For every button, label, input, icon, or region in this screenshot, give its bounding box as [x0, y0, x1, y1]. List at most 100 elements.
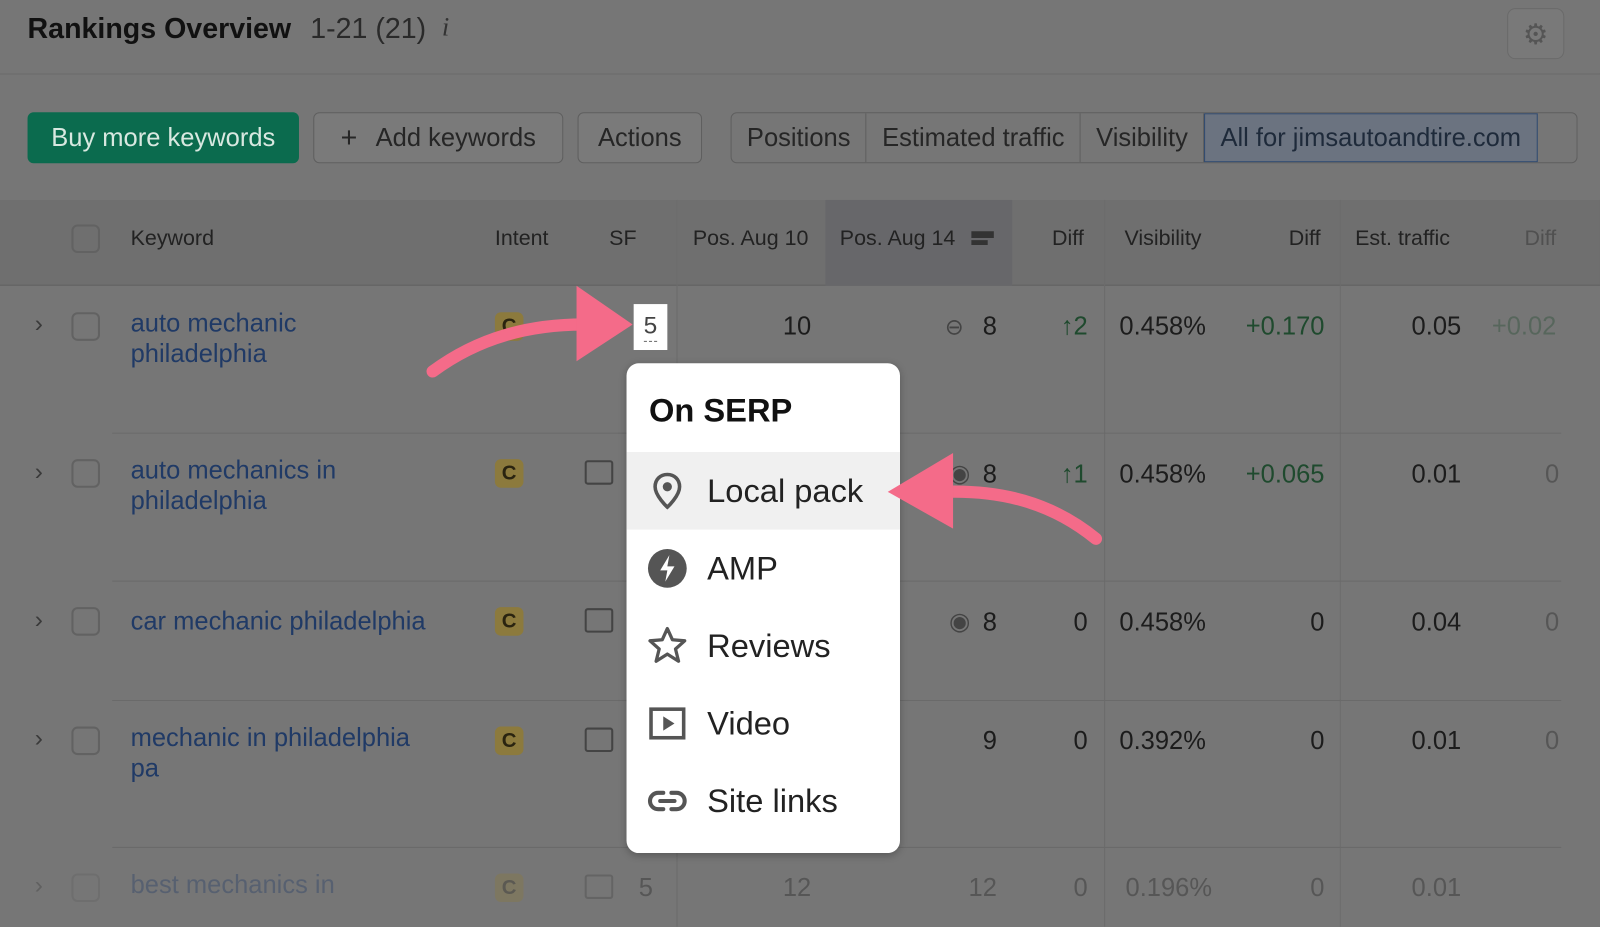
popup-item-label: Video [707, 704, 791, 742]
arrow-to-local-pack [936, 485, 1103, 545]
popup-item-site-links[interactable]: Site links [627, 762, 900, 840]
link-icon [648, 790, 687, 812]
info-icon[interactable]: i [441, 12, 450, 42]
arrow-to-local-pack-head [887, 453, 954, 529]
visibility-diff: 0 [1310, 608, 1325, 637]
divider [1339, 199, 1341, 927]
keyword-link[interactable]: auto mechanics in philadelphia [130, 456, 337, 516]
est-traffic: 0.04 [1411, 608, 1462, 637]
select-all-checkbox[interactable] [71, 224, 100, 254]
intent-badge: C [494, 873, 524, 903]
add-keywords-label: Add keywords [375, 122, 536, 152]
popup-item-label: Local pack [707, 471, 864, 509]
est-traffic: 0.01 [1411, 873, 1462, 903]
pos-diff: 0 [1073, 726, 1088, 756]
view-tabs: Positions Estimated traffic Visibility A… [730, 112, 1578, 164]
keyword-link[interactable]: mechanic in philadelphia pa [130, 723, 410, 783]
expand-chevron-icon[interactable]: › [34, 458, 43, 486]
visibility: 0.458% [1119, 460, 1206, 489]
tab-positions[interactable]: Positions [732, 113, 867, 163]
intent-badge: C [494, 459, 524, 488]
tab-all-for-domain[interactable]: All for jimsautoandtire.com [1204, 113, 1538, 163]
row-checkbox[interactable] [71, 607, 100, 636]
buy-more-keywords-button[interactable]: Buy more keywords [27, 112, 299, 164]
serp-preview-icon[interactable] [584, 608, 614, 633]
keyword-link[interactable]: car mechanic philadelphia [130, 607, 426, 636]
location-pin-icon [653, 472, 682, 510]
add-keywords-button[interactable]: + Add keywords [313, 112, 564, 164]
popup-title: On SERP [648, 391, 793, 429]
video-icon [649, 707, 686, 740]
plus-icon: + [340, 121, 358, 154]
expand-chevron-icon[interactable]: › [34, 310, 43, 338]
col-intent[interactable]: Intent [494, 226, 549, 250]
row-checkbox[interactable] [71, 312, 100, 341]
pos-aug10: 10 [782, 312, 812, 341]
page-title: Rankings Overview [27, 12, 292, 44]
pos-aug10: 12 [782, 873, 812, 903]
arrow-to-sf-icon [426, 318, 590, 378]
pos-diff: ↑2 [1060, 312, 1088, 341]
col-traffic-diff[interactable]: Diff [1524, 226, 1557, 250]
col-pos-aug14[interactable]: Pos. Aug 14 [839, 226, 956, 250]
popup-item-reviews[interactable]: Reviews [627, 607, 900, 685]
pos-diff: 0 [1073, 608, 1088, 637]
expand-chevron-icon[interactable]: › [34, 724, 43, 753]
serp-preview-icon[interactable] [584, 460, 614, 485]
sf-count[interactable]: 5 [633, 304, 668, 350]
location-pin-icon: ◉ [948, 460, 971, 488]
keyword-range: 1-21 (21) [310, 12, 427, 44]
row-checkbox[interactable] [71, 873, 100, 903]
col-keyword[interactable]: Keyword [130, 226, 214, 250]
tab-visibility[interactable]: Visibility [1081, 113, 1205, 163]
traffic-diff: 0 [1544, 460, 1560, 489]
visibility: 0.458% [1119, 608, 1206, 637]
table-header [0, 199, 1600, 286]
popup-item-label: Reviews [707, 627, 831, 664]
est-traffic: 0.01 [1411, 460, 1462, 489]
divider [0, 73, 1600, 75]
keyword-link[interactable]: best mechanics in [130, 870, 335, 899]
expand-chevron-icon[interactable]: › [34, 606, 43, 634]
est-traffic: 0.01 [1411, 726, 1462, 756]
pos-aug14: 8 [982, 312, 997, 341]
row-checkbox[interactable] [71, 726, 100, 756]
traffic-diff: +0.02 [1491, 312, 1557, 341]
visibility: 0.458% [1119, 312, 1206, 341]
popup-item-video[interactable]: Video [627, 685, 900, 763]
serp-preview-icon[interactable] [584, 727, 614, 753]
col-pos-aug10[interactable]: Pos. Aug 10 [692, 226, 809, 250]
visibility-diff: +0.065 [1245, 460, 1325, 489]
intent-badge: C [494, 607, 524, 636]
tab-estimated-traffic[interactable]: Estimated traffic [867, 113, 1081, 163]
col-visibility[interactable]: Visibility [1124, 226, 1202, 250]
intent-badge: C [494, 726, 524, 756]
col-sf[interactable]: SF [609, 226, 637, 250]
col-vis-diff[interactable]: Diff [1288, 226, 1321, 250]
traffic-diff: 0 [1544, 608, 1560, 637]
popup-item-local-pack[interactable]: Local pack [626, 452, 900, 530]
col-est-traffic[interactable]: Est. traffic [1355, 226, 1450, 250]
actions-button[interactable]: Actions [577, 112, 703, 164]
visibility-diff: +0.170 [1245, 312, 1325, 341]
visibility-diff: 0 [1310, 873, 1325, 903]
visibility-diff: 0 [1310, 726, 1325, 756]
serp-features-popup: On SERP Local pack AMP Reviews Video Sit… [626, 363, 900, 854]
gear-icon[interactable]: ⚙ [1507, 8, 1565, 60]
location-pin-icon: ◉ [948, 608, 971, 636]
popup-item-amp[interactable]: AMP [627, 530, 900, 608]
visibility: 0.196% [1125, 873, 1213, 903]
serp-preview-icon[interactable] [584, 874, 614, 899]
popup-item-label: AMP [707, 549, 778, 587]
traffic-diff: 0 [1544, 726, 1560, 756]
link-icon: ⊖ [944, 314, 964, 340]
sf-count[interactable]: 5 [638, 873, 653, 903]
divider [1104, 199, 1106, 927]
keyword-link[interactable]: auto mechanic philadelphia [130, 309, 297, 369]
expand-chevron-icon[interactable]: › [34, 871, 43, 899]
popup-item-label: Site links [707, 782, 838, 819]
col-diff[interactable]: Diff [1052, 226, 1084, 250]
row-checkbox[interactable] [71, 459, 100, 488]
lightning-icon [647, 548, 687, 588]
